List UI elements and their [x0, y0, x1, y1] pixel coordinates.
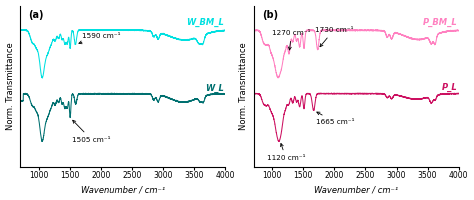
X-axis label: Wavenumber / cm⁻¹: Wavenumber / cm⁻¹ — [314, 185, 398, 194]
Text: P_BM_L: P_BM_L — [423, 18, 457, 27]
Text: 1590 cm⁻¹: 1590 cm⁻¹ — [79, 33, 121, 44]
Text: 1505 cm⁻¹: 1505 cm⁻¹ — [73, 120, 111, 143]
Text: P_L: P_L — [442, 83, 457, 92]
Text: 1120 cm⁻¹: 1120 cm⁻¹ — [267, 144, 305, 161]
Text: 1270 cm⁻¹: 1270 cm⁻¹ — [272, 30, 311, 50]
Text: W_BM_L: W_BM_L — [186, 18, 224, 27]
Y-axis label: Norm. Transmittance: Norm. Transmittance — [6, 42, 15, 130]
Text: W_L: W_L — [205, 84, 224, 93]
Text: 1730 cm⁻¹: 1730 cm⁻¹ — [315, 27, 353, 47]
Text: (a): (a) — [28, 10, 44, 20]
Text: (b): (b) — [262, 10, 278, 20]
X-axis label: Wavenumber / cm⁻¹: Wavenumber / cm⁻¹ — [81, 185, 165, 194]
Text: 1665 cm⁻¹: 1665 cm⁻¹ — [316, 112, 354, 125]
Y-axis label: Norm. Transmittance: Norm. Transmittance — [239, 42, 248, 130]
